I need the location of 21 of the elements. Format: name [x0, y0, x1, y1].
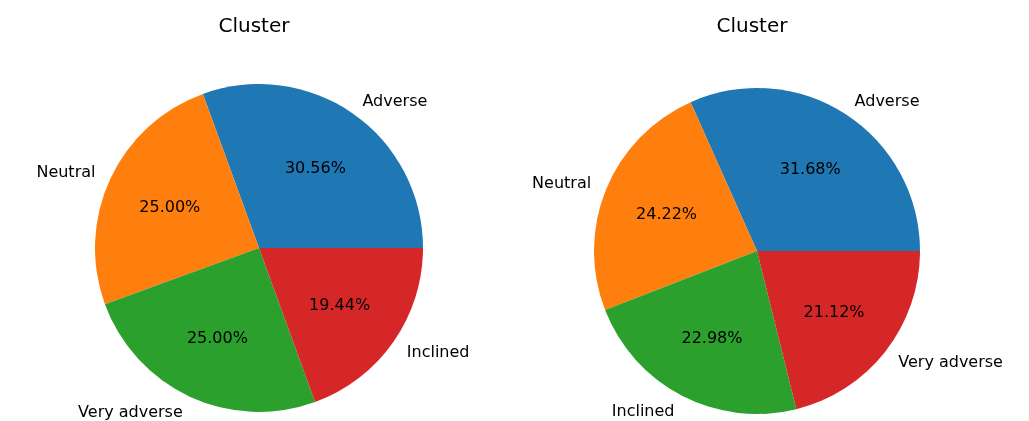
slice-label: Very adverse: [78, 402, 183, 421]
chart-title: Cluster: [716, 13, 789, 37]
slice-label: Neutral: [532, 173, 592, 193]
slice-label: Adverse: [362, 90, 428, 110]
slice-label: Adverse: [854, 91, 920, 111]
pie-slice: [605, 251, 797, 414]
data-label: 25.00%: [186, 327, 248, 347]
slice-label: Neutral: [36, 162, 96, 182]
data-label: 22.98%: [681, 328, 743, 348]
data-label: 31.68%: [779, 159, 841, 179]
chart-title: Cluster: [218, 13, 291, 37]
data-label: 30.56%: [284, 157, 346, 177]
pie-slice: [95, 93, 259, 305]
slice-label: Very adverse: [898, 351, 1003, 371]
data-label: 24.22%: [636, 204, 698, 224]
slice-label: Inclined: [406, 341, 470, 361]
data-label: 19.44%: [309, 294, 371, 314]
slice-label: Inclined: [611, 400, 675, 420]
data-label: 25.00%: [139, 196, 201, 216]
pie-slice: [594, 102, 757, 311]
data-label: 21.12%: [803, 301, 865, 321]
